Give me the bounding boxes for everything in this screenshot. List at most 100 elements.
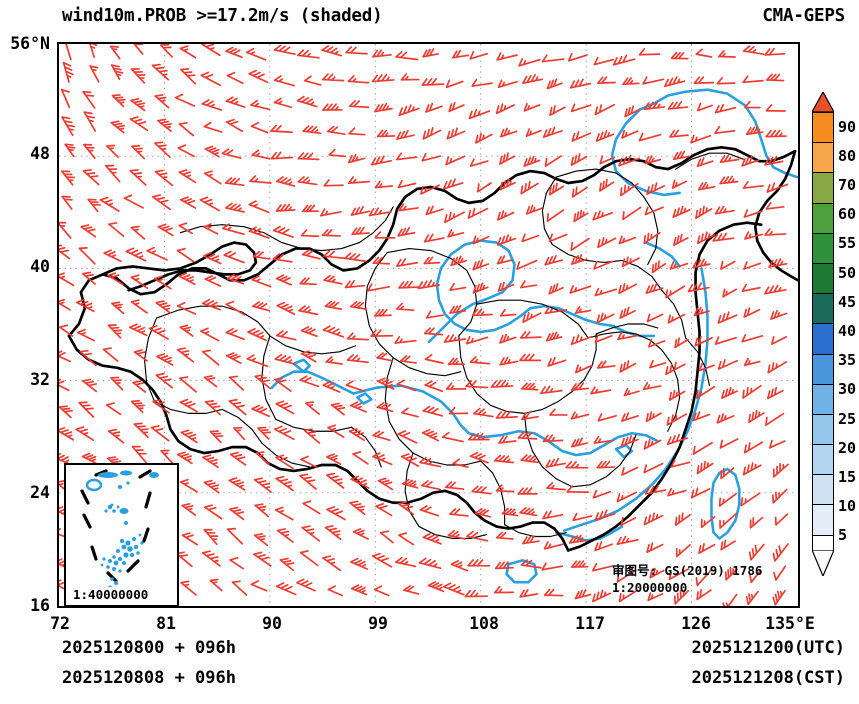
- wind-barb: [740, 492, 761, 507]
- wind-barb: [349, 300, 367, 310]
- wind-barb: [764, 228, 787, 236]
- wind-barb: [397, 501, 415, 516]
- wind-barb: [225, 46, 243, 59]
- x-axis-tick-99: 99: [368, 614, 388, 633]
- wind-barb: [445, 79, 464, 89]
- wind-barb: [714, 336, 737, 345]
- y-axis-tick-40: 40: [30, 257, 50, 276]
- wind-barb: [520, 180, 539, 195]
- wind-barb: [471, 308, 493, 317]
- wind-barb: [545, 458, 566, 468]
- wind-barb: [769, 439, 786, 449]
- wind-barb: [687, 282, 710, 293]
- wind-barb: [599, 155, 616, 165]
- wind-barb: [442, 178, 464, 190]
- wind-barb: [298, 305, 319, 316]
- wind-barb: [644, 484, 667, 495]
- wind-barb: [425, 310, 444, 319]
- south-china-sea-inset-map[interactable]: 1:40000000: [64, 463, 179, 606]
- wind-barb: [522, 535, 540, 545]
- map-plot-area[interactable]: 1:40000000: [57, 42, 800, 608]
- wind-barb: [322, 73, 345, 82]
- wind-barb: [651, 260, 667, 274]
- y-axis-tick-32: 32: [30, 370, 50, 389]
- wind-barb: [720, 467, 735, 480]
- wind-barb: [766, 182, 789, 193]
- wind-barb: [694, 335, 713, 347]
- wind-barb: [228, 477, 246, 491]
- wind-barb: [569, 78, 592, 89]
- wind-barb: [226, 527, 244, 545]
- wind-barb: [231, 580, 248, 596]
- wind-barb: [696, 385, 716, 399]
- colorbar-tick-35: 35: [838, 351, 857, 370]
- wind-barb: [346, 332, 370, 341]
- wind-barb: [593, 56, 615, 66]
- wind-barb: [180, 429, 198, 444]
- wind-barb: [476, 182, 492, 193]
- wind-barb: [302, 500, 321, 515]
- wind-barb: [275, 582, 297, 596]
- wind-barb: [493, 585, 514, 594]
- wind-barb: [423, 256, 441, 265]
- wind-barb: [199, 196, 220, 212]
- wind-barb: [275, 203, 296, 212]
- wind-barb: [398, 280, 419, 289]
- x-axis-tick-126: 126: [681, 614, 711, 633]
- wind-barb: [248, 200, 270, 214]
- colorbar-segment: [813, 262, 833, 294]
- wind-barb: [60, 88, 71, 109]
- wind-barb: [521, 233, 540, 243]
- wind-barb: [104, 164, 121, 183]
- wind-barb: [204, 400, 221, 416]
- wind-barb: [496, 255, 514, 265]
- colorbar[interactable]: [812, 112, 834, 565]
- wind-barb: [571, 131, 592, 142]
- wind-barb: [322, 380, 341, 393]
- wind-barb: [644, 155, 662, 165]
- wind-barb: [549, 105, 566, 116]
- wind-barb: [350, 557, 369, 570]
- wind-barb: [672, 205, 691, 218]
- wind-barb: [764, 47, 786, 56]
- wind-barb: [59, 427, 75, 441]
- wind-barb: [672, 150, 691, 161]
- wind-barb: [525, 204, 543, 215]
- wind-barb: [345, 380, 365, 392]
- wind-barb: [721, 386, 738, 399]
- wind-barb: [744, 231, 763, 240]
- wind-barb: [696, 157, 714, 168]
- wind-barb: [594, 103, 616, 116]
- wind-barb: [61, 116, 76, 137]
- wind-barb: [254, 503, 270, 518]
- wind-barb: [452, 458, 469, 469]
- wind-barb: [693, 76, 715, 84]
- wind-barb: [546, 482, 566, 491]
- wind-barb: [229, 557, 244, 570]
- wind-barb: [772, 543, 789, 562]
- wind-barb: [647, 338, 666, 348]
- wind-barb: [376, 129, 396, 138]
- wind-barb: [595, 130, 615, 142]
- wind-barb: [591, 563, 614, 572]
- wind-barb: [594, 541, 613, 552]
- wind-barb: [59, 244, 71, 260]
- wind-barb: [570, 334, 593, 346]
- wind-barb: [59, 378, 70, 392]
- wind-barb: [201, 99, 223, 111]
- wind-barb: [176, 247, 195, 263]
- wind-barb: [275, 330, 297, 341]
- wind-barb: [81, 271, 96, 285]
- colorbar-tick-50: 50: [838, 263, 857, 282]
- wind-barb: [474, 507, 492, 518]
- wind-barb: [472, 282, 489, 294]
- footer-init-time-cst: 2025120808 + 096h: [62, 668, 236, 688]
- wind-barb: [372, 49, 392, 58]
- wind-barb: [541, 562, 564, 571]
- wind-barb: [374, 102, 393, 113]
- wind-barb: [548, 283, 564, 295]
- wind-barb: [717, 50, 736, 58]
- colorbar-segment: [813, 113, 833, 143]
- wind-barb: [493, 454, 514, 464]
- wind-barb: [467, 207, 489, 219]
